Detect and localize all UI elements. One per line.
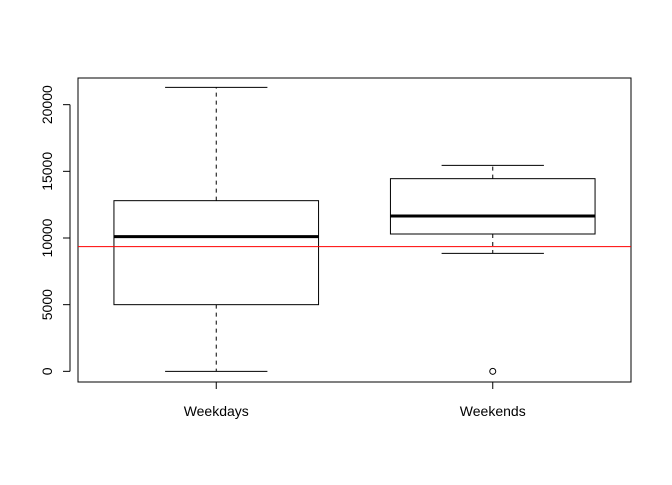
x-tick-label: Weekends [460, 403, 526, 419]
box-iqr [389, 178, 596, 235]
y-tick-label: 0 [39, 367, 55, 375]
y-tick-label: 15000 [39, 152, 55, 191]
y-tick-label: 20000 [39, 85, 55, 124]
box-iqr [113, 200, 320, 306]
y-tick-label: 10000 [39, 218, 55, 257]
x-axis: Weekdays Weekends [184, 381, 526, 419]
chart-marks [78, 86, 631, 375]
outlier-point [489, 367, 497, 375]
x-tick-label: Weekdays [184, 403, 249, 419]
y-axis: 0 5000 10000 15000 20000 [39, 85, 71, 375]
y-tick-label: 5000 [39, 289, 55, 320]
